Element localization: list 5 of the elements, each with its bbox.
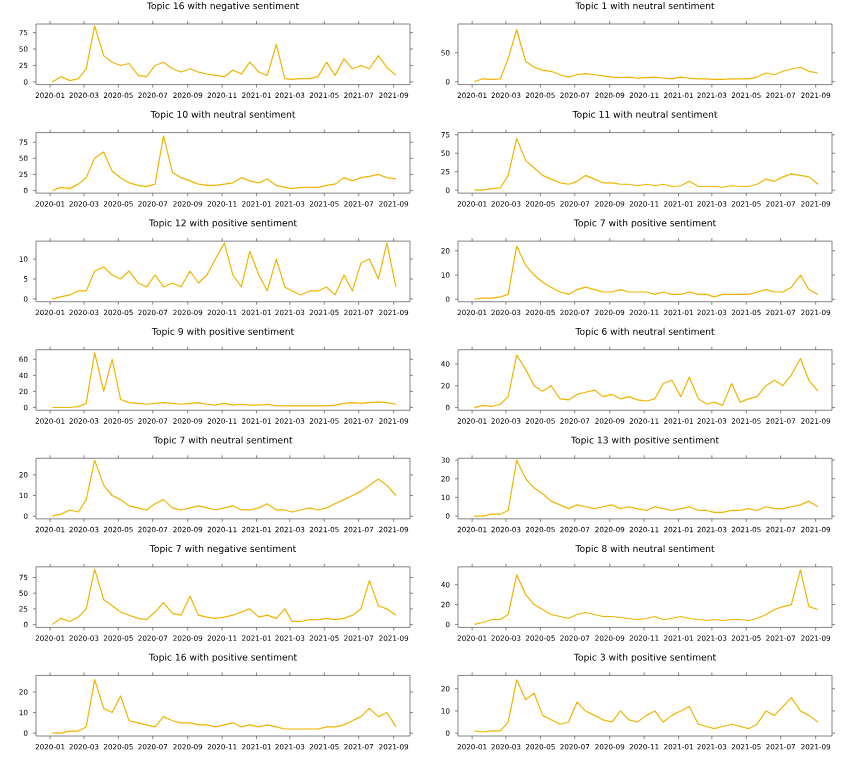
line-series	[51, 25, 397, 83]
line-series	[473, 354, 819, 409]
line-series	[51, 459, 397, 517]
line-series	[473, 459, 819, 517]
line-series	[51, 242, 397, 300]
